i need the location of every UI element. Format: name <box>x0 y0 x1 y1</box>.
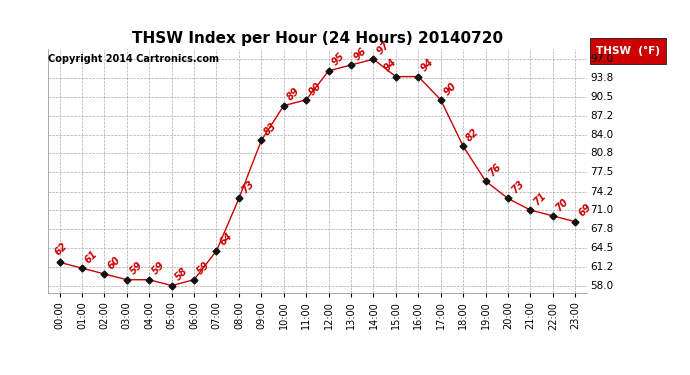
Text: 73: 73 <box>509 179 526 196</box>
Text: 70: 70 <box>554 196 571 213</box>
Text: 80.8: 80.8 <box>590 148 613 158</box>
Text: 83: 83 <box>262 121 279 138</box>
Text: 74.2: 74.2 <box>590 186 613 196</box>
Text: 93.8: 93.8 <box>590 73 613 83</box>
Text: 94: 94 <box>382 57 399 74</box>
Text: 62: 62 <box>53 241 70 258</box>
Text: 90: 90 <box>307 80 324 97</box>
Text: 59: 59 <box>195 260 212 277</box>
Text: 94: 94 <box>420 57 436 74</box>
Text: 95: 95 <box>330 51 346 68</box>
Text: 69: 69 <box>576 202 593 219</box>
Text: 97: 97 <box>375 40 391 56</box>
Text: 84.0: 84.0 <box>590 130 613 140</box>
Text: 64: 64 <box>217 231 234 248</box>
Text: 64.5: 64.5 <box>590 243 613 253</box>
Text: 67.8: 67.8 <box>590 224 613 234</box>
Text: 97.0: 97.0 <box>590 54 613 64</box>
Text: 61.2: 61.2 <box>590 262 613 272</box>
Text: 71: 71 <box>531 190 548 207</box>
Text: 77.5: 77.5 <box>590 167 613 177</box>
Text: THSW  (°F): THSW (°F) <box>596 46 660 56</box>
Text: 76: 76 <box>486 162 503 178</box>
Text: 59: 59 <box>128 260 144 277</box>
Text: 87.2: 87.2 <box>590 111 613 121</box>
Text: 58.0: 58.0 <box>590 280 613 291</box>
Text: Copyright 2014 Cartronics.com: Copyright 2014 Cartronics.com <box>48 54 219 64</box>
Text: 90: 90 <box>442 80 458 97</box>
Text: 90.5: 90.5 <box>590 92 613 102</box>
Text: 73: 73 <box>240 179 257 196</box>
Text: 96: 96 <box>352 45 368 62</box>
Text: 59: 59 <box>150 260 167 277</box>
Text: 58: 58 <box>172 266 189 283</box>
Title: THSW Index per Hour (24 Hours) 20140720: THSW Index per Hour (24 Hours) 20140720 <box>132 31 503 46</box>
Text: 89: 89 <box>285 86 302 103</box>
Text: 60: 60 <box>106 254 122 271</box>
Text: 71.0: 71.0 <box>590 205 613 215</box>
Text: 82: 82 <box>464 127 481 143</box>
Text: 61: 61 <box>83 249 99 265</box>
